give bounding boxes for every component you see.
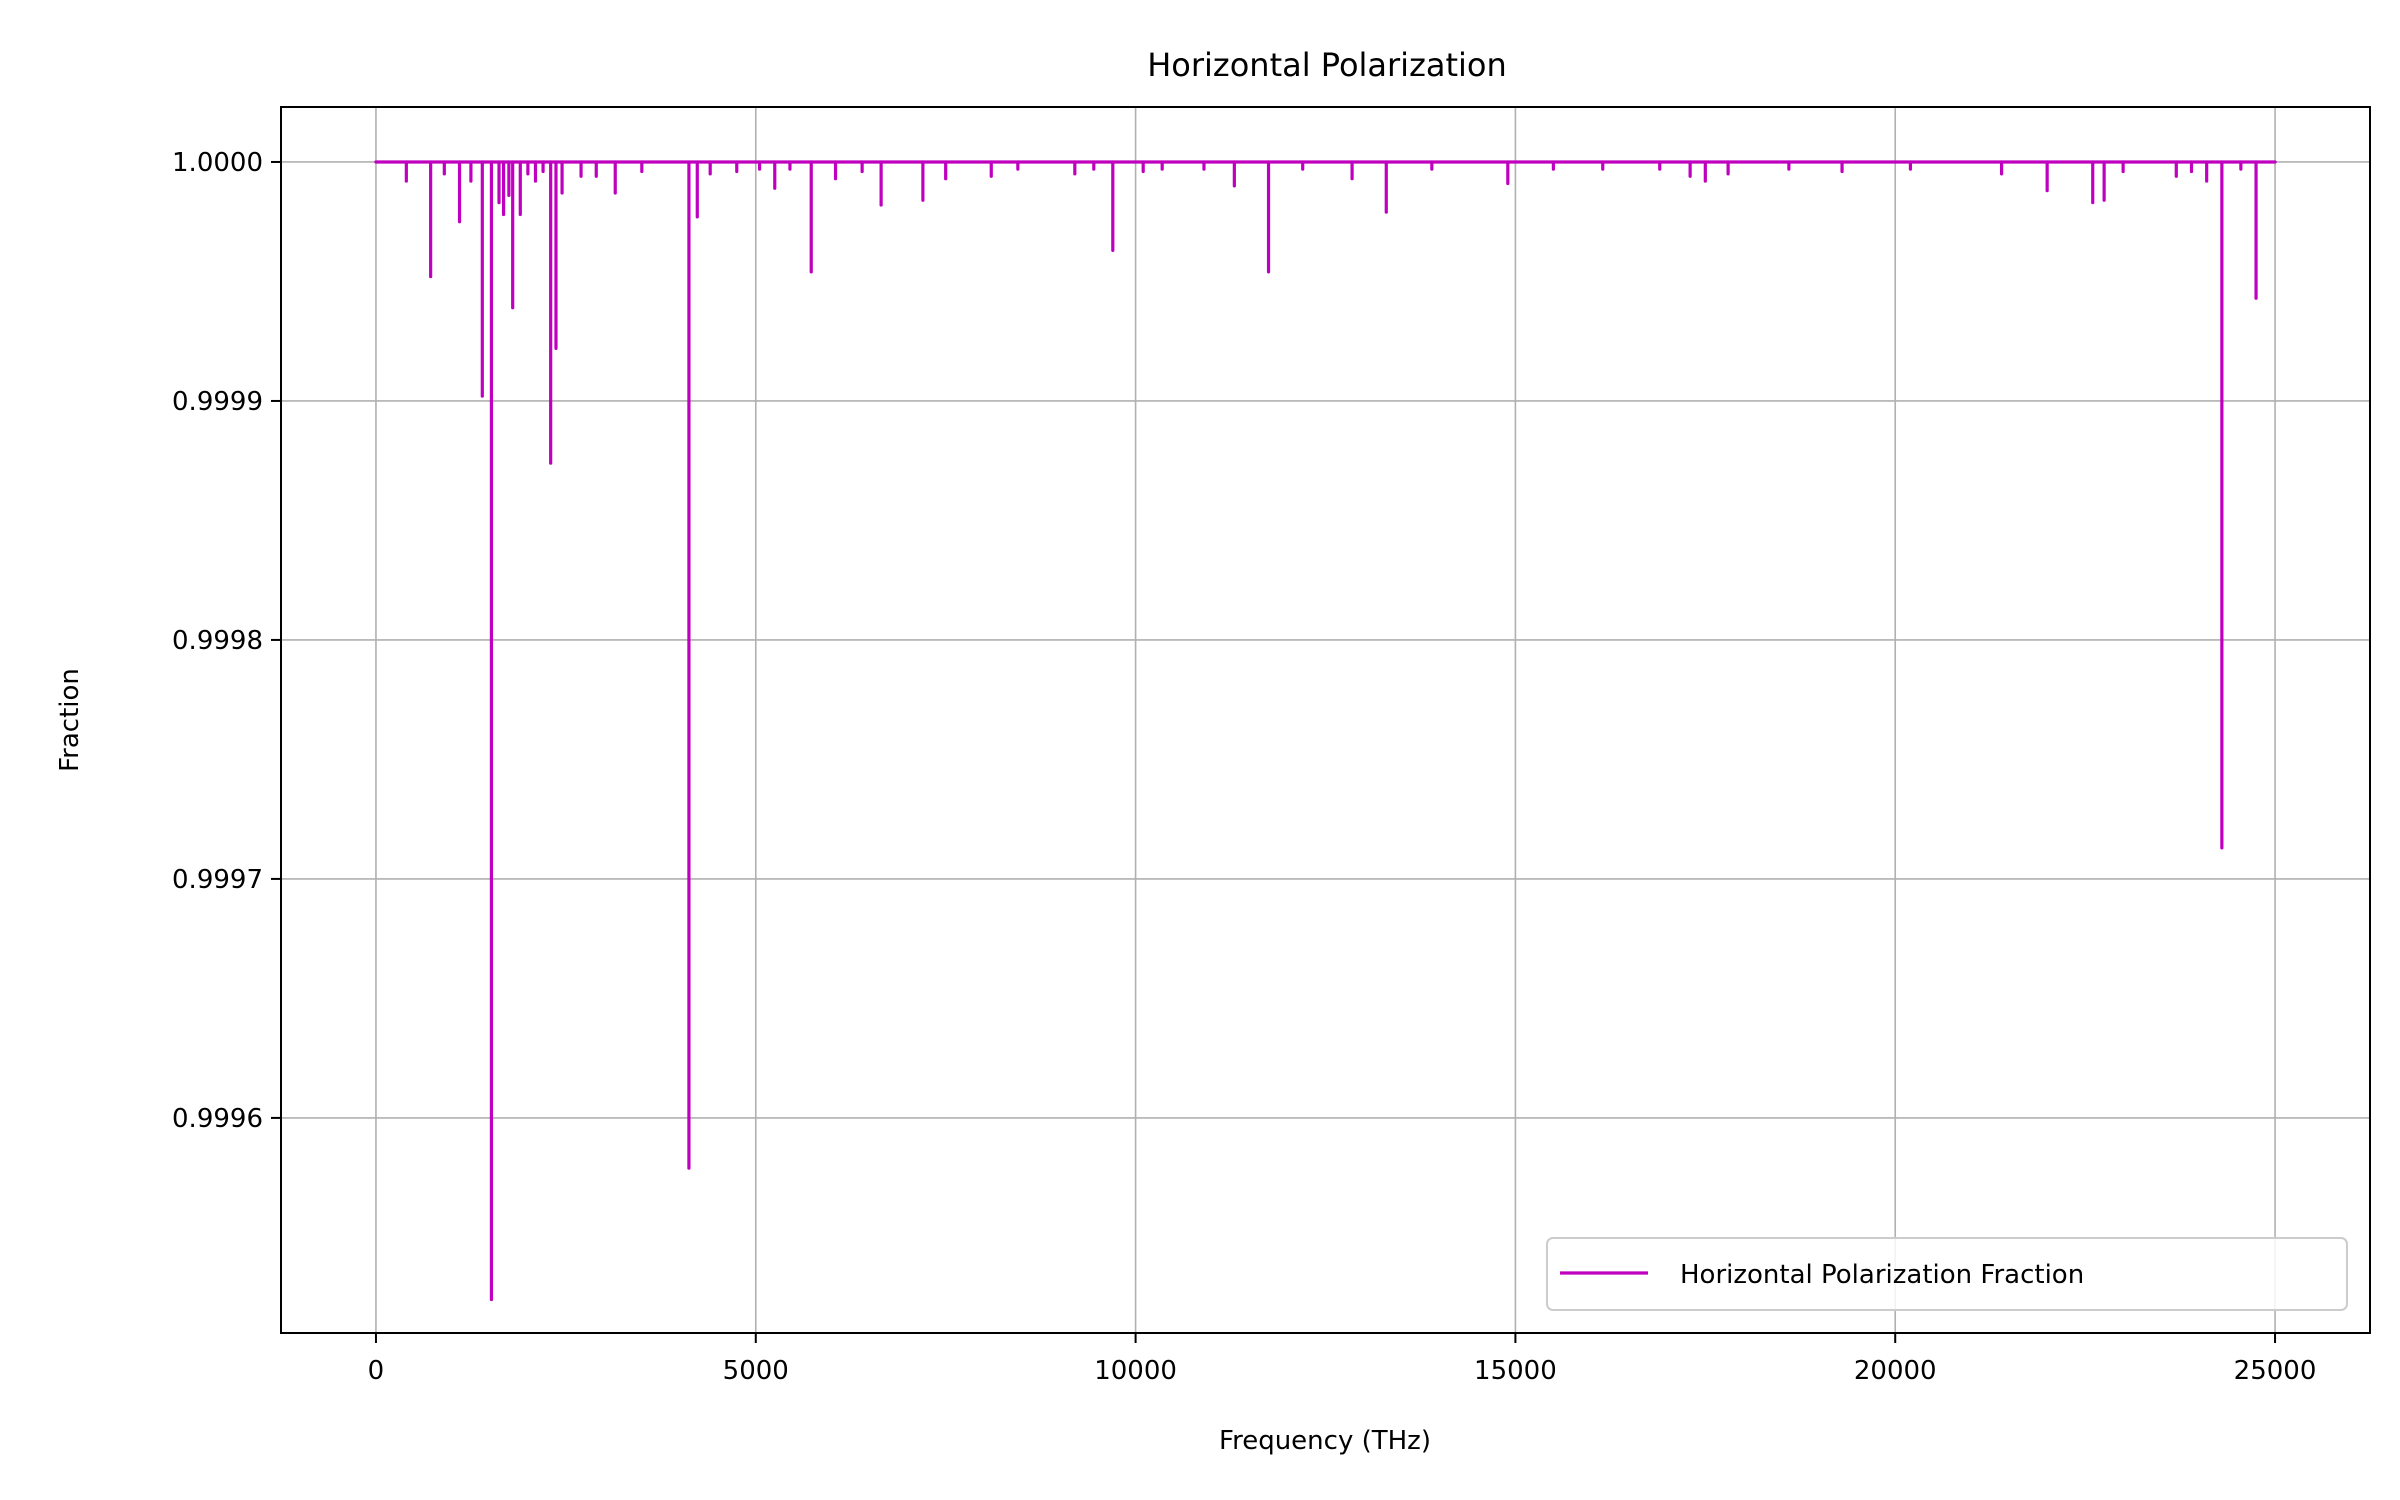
x-tick-label: 10000	[1094, 1356, 1177, 1386]
x-axis: 0 5000 10000 15000 20000 25000	[368, 1333, 2317, 1386]
legend: Horizontal Polarization Fraction	[1546, 1237, 2348, 1311]
x-tick-label: 20000	[1854, 1356, 1937, 1386]
y-tick-label: 1.0000	[172, 148, 263, 178]
y-tick-label: 0.9998	[172, 626, 263, 656]
x-tick-label: 15000	[1474, 1356, 1557, 1386]
y-tick-label: 0.9997	[172, 865, 263, 895]
x-axis-label: Frequency (THz)	[1219, 1426, 1431, 1456]
x-tick-label: 25000	[2234, 1356, 2317, 1386]
y-axis: 0.9996 0.9997 0.9998 0.9999 1.0000	[172, 148, 281, 1134]
plot-area	[374, 160, 2277, 1302]
x-tick-label: 5000	[723, 1356, 789, 1386]
legend-box	[1546, 1237, 2348, 1311]
plot-frame	[280, 106, 2371, 1334]
y-tick-label: 0.9996	[172, 1104, 263, 1134]
y-tick-label: 0.9999	[172, 387, 263, 417]
legend-label: Horizontal Polarization Fraction	[1680, 1260, 2084, 1290]
y-axis-label: Fraction	[55, 668, 85, 772]
chart-title: Horizontal Polarization	[1147, 46, 1507, 84]
x-tick-label: 0	[368, 1356, 385, 1386]
